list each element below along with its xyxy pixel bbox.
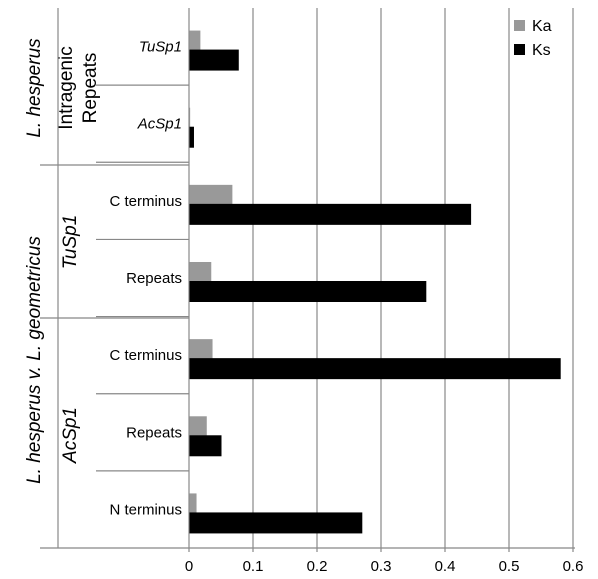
bar-ka-4 (189, 339, 213, 361)
bar-ks-2 (189, 203, 472, 225)
x-tick-labels: 0 0.1 0.2 0.3 0.4 0.5 0.6 (185, 548, 584, 575)
category-label: TuSp1 (139, 39, 182, 56)
category-label: N terminus (109, 501, 182, 518)
bar-ks-0 (189, 49, 239, 71)
bars (189, 30, 561, 534)
axes (40, 8, 575, 549)
gridlines (252, 8, 574, 548)
x-tick-label: 0.2 (307, 558, 328, 575)
bar-ka-0 (189, 30, 201, 52)
bar-ks-5 (189, 435, 222, 457)
group-label-tusp1: TuSp1 (60, 215, 81, 270)
category-label: AcSp1 (137, 116, 182, 133)
legend-label-ka: Ka (532, 18, 552, 35)
group-label-l-hesperus: L. hesperus (24, 38, 45, 138)
group-labels: L. hesperus Intragenic Repeats L. hesper… (24, 8, 189, 548)
group-label-l-hesperus-v-l-geometricus: L. hesperus v. L. geometricus (24, 236, 45, 484)
bar-ka-1 (189, 107, 191, 129)
legend-swatch-ka (514, 20, 525, 31)
x-tick-label: 0.6 (563, 558, 584, 575)
x-tick-label: 0.3 (371, 558, 392, 575)
category-dividers (96, 84, 189, 472)
bar-ks-6 (189, 512, 363, 534)
bar-ka-2 (189, 184, 233, 206)
x-tick-label: 0 (185, 558, 193, 575)
bar-ks-3 (189, 281, 427, 302)
bar-ka-3 (189, 262, 212, 283)
x-tick-label: 0.1 (243, 558, 264, 575)
group-label-intragenic: Intragenic (56, 46, 77, 129)
bar-ks-4 (189, 358, 561, 380)
x-tick-label: 0.4 (435, 558, 456, 575)
x-tick-label: 0.5 (499, 558, 520, 575)
group-label-acsp1: AcSp1 (60, 407, 81, 464)
legend-swatch-ks (514, 44, 525, 55)
legend-label-ks: Ks (532, 42, 551, 59)
category-label: C terminus (109, 347, 182, 364)
category-label: Repeats (126, 424, 182, 441)
category-label: Repeats (126, 270, 182, 287)
bar-ks-1 (189, 126, 194, 148)
bar-ka-6 (189, 493, 197, 515)
legend: Ka Ks (514, 18, 552, 59)
category-labels: TuSp1 AcSp1 C terminus Repeats C terminus Rep… (109, 39, 182, 519)
bar-ka-5 (189, 416, 207, 438)
group-label-repeats: Repeats (80, 53, 101, 124)
category-label: C terminus (109, 193, 182, 210)
